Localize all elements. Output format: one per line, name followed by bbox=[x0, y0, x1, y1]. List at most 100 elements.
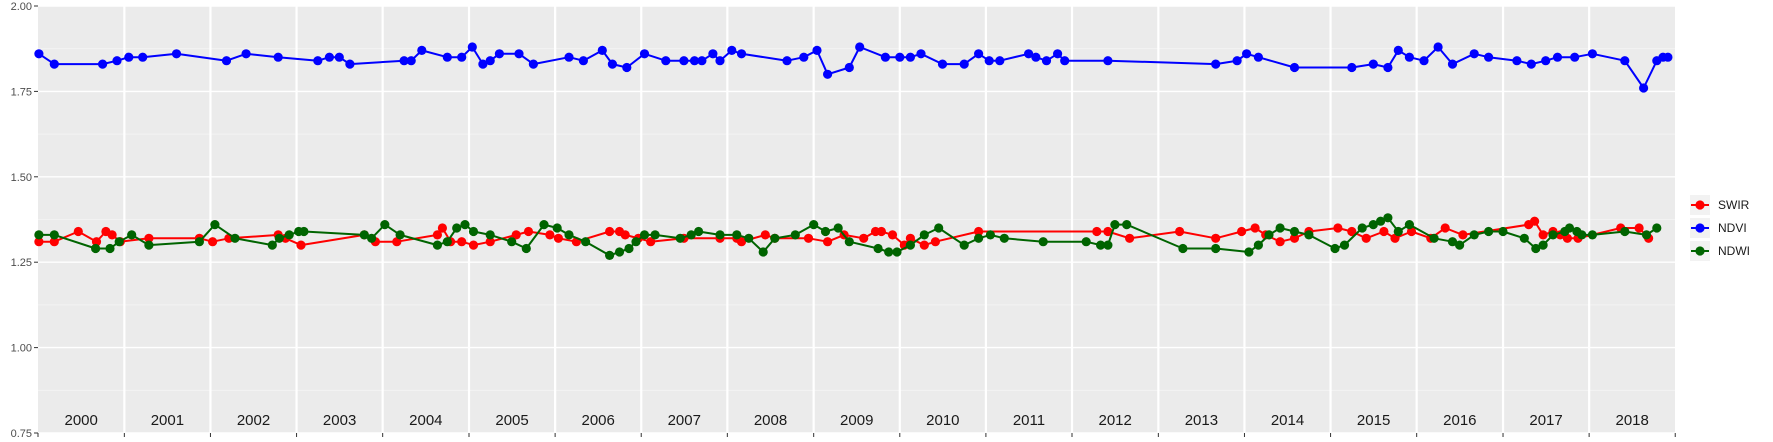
ndwi-point bbox=[1447, 237, 1458, 247]
swir-point bbox=[620, 230, 630, 240]
ndvi-point bbox=[442, 52, 452, 62]
ndvi-point bbox=[1512, 56, 1522, 66]
ndvi-point bbox=[313, 56, 323, 66]
ndwi-point bbox=[34, 230, 44, 240]
ndvi-point bbox=[1639, 83, 1649, 93]
swir-point bbox=[646, 237, 656, 247]
ndwi-point bbox=[758, 247, 768, 257]
swir-point bbox=[1125, 233, 1135, 243]
ndwi-point bbox=[744, 233, 754, 243]
legend-item-ndvi: NDVI bbox=[1690, 218, 1747, 238]
ndwi-point bbox=[460, 220, 470, 230]
ndvi-point bbox=[1368, 59, 1378, 69]
ndwi-point bbox=[624, 243, 634, 254]
ndvi-point bbox=[1242, 49, 1252, 59]
ndwi-point bbox=[873, 243, 883, 254]
ndwi-point bbox=[650, 230, 660, 240]
ndwi-point bbox=[1429, 233, 1439, 243]
ndwi-point bbox=[1211, 243, 1221, 254]
ndwi-point bbox=[1304, 230, 1314, 240]
swir-point bbox=[1250, 223, 1260, 233]
ndvi-point bbox=[457, 52, 467, 62]
year-label: 2002 bbox=[237, 412, 270, 429]
legend-key-marker bbox=[1695, 223, 1705, 233]
ndvi-point bbox=[959, 59, 969, 69]
swir-point bbox=[930, 237, 941, 247]
swir-point bbox=[1103, 226, 1113, 237]
y-tick-label: 1.75 bbox=[11, 86, 32, 98]
swir-point bbox=[1634, 223, 1644, 233]
ndwi-point bbox=[395, 230, 405, 240]
swir-point bbox=[553, 233, 564, 243]
swir-point bbox=[919, 240, 929, 250]
ndwi-point bbox=[790, 230, 800, 240]
ndvi-point bbox=[1587, 49, 1597, 59]
ndwi-point bbox=[1289, 226, 1300, 237]
ndvi-point bbox=[844, 62, 854, 73]
ndvi-point bbox=[823, 69, 833, 79]
ndvi-point bbox=[697, 56, 707, 66]
ndwi-point bbox=[1264, 230, 1274, 240]
year-label: 2004 bbox=[409, 412, 442, 429]
ndwi-point bbox=[715, 230, 725, 240]
ndvi-point bbox=[324, 52, 334, 62]
ndwi-point bbox=[105, 243, 115, 254]
ndvi-point bbox=[1060, 56, 1070, 66]
ndwi-point bbox=[934, 223, 944, 233]
year-label: 2003 bbox=[323, 412, 356, 429]
ndwi-point bbox=[539, 220, 549, 230]
legend: SWIR NDVI NDWI bbox=[1690, 195, 1750, 261]
ndvi-point bbox=[1447, 59, 1458, 69]
ndwi-point bbox=[485, 230, 495, 240]
ndvi-point bbox=[736, 49, 747, 59]
ndvi-point bbox=[1289, 62, 1300, 73]
ndwi-point bbox=[1548, 230, 1558, 240]
ndwi-point bbox=[359, 230, 369, 240]
ndvi-point bbox=[597, 45, 607, 56]
ndwi-point bbox=[284, 230, 294, 240]
year-labels: 2000 2001 2002 2003 2004 2005 2006 2007 2008 2009… bbox=[64, 412, 1648, 429]
series-swir bbox=[34, 216, 1654, 250]
ndvi-point bbox=[514, 49, 524, 59]
ndvi-point bbox=[727, 45, 737, 56]
year-label: 2015 bbox=[1357, 412, 1390, 429]
swir-point bbox=[1390, 233, 1400, 243]
ndwi-point bbox=[686, 230, 696, 240]
year-label: 2010 bbox=[926, 412, 959, 429]
year-label: 2001 bbox=[151, 412, 184, 429]
ndvi-point bbox=[494, 49, 504, 59]
swir-point bbox=[1333, 223, 1343, 233]
ndvi-point bbox=[467, 42, 477, 52]
year-label: 2017 bbox=[1529, 412, 1562, 429]
ndwi-point bbox=[1122, 220, 1132, 230]
swir-point bbox=[34, 237, 44, 247]
year-label: 2018 bbox=[1615, 412, 1648, 429]
ndwi-point bbox=[1339, 240, 1350, 250]
ndvi-point bbox=[406, 56, 416, 66]
ndvi-point bbox=[578, 56, 589, 66]
ndwi-point bbox=[1652, 223, 1662, 233]
ndwi-point bbox=[732, 230, 742, 240]
ndwi-point bbox=[1368, 220, 1378, 230]
legend-label: SWIR bbox=[1718, 198, 1750, 212]
ndvi-point bbox=[1570, 52, 1580, 62]
swir-point bbox=[803, 233, 814, 243]
swir-point bbox=[485, 237, 495, 247]
ndwi-point bbox=[1253, 240, 1263, 250]
swir-point bbox=[859, 233, 869, 243]
ndwi-point bbox=[521, 243, 531, 254]
ndwi-point bbox=[1455, 240, 1465, 250]
year-label: 2011 bbox=[1013, 412, 1045, 429]
ndwi-point bbox=[1577, 230, 1587, 240]
swir-point bbox=[1175, 226, 1185, 237]
ndwi-point bbox=[1038, 237, 1048, 247]
ndvi-point bbox=[916, 49, 926, 59]
ndwi-point bbox=[274, 233, 284, 243]
legend-label: NDWI bbox=[1718, 244, 1750, 258]
ndvi-point bbox=[880, 52, 891, 62]
swir-point bbox=[73, 226, 83, 237]
ndwi-point bbox=[367, 233, 377, 243]
ndwi-point bbox=[507, 237, 517, 247]
ndwi-point bbox=[432, 240, 442, 250]
